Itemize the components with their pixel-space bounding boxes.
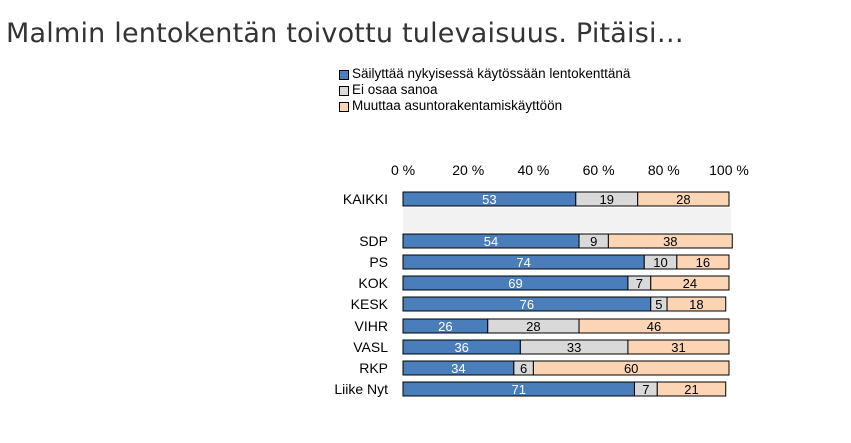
data-label: 34 [451,361,465,376]
data-label: 33 [567,340,581,355]
bar-segment [578,318,730,334]
data-label: 36 [454,340,468,355]
highlight-band [403,208,731,232]
data-label: 60 [624,361,638,376]
data-label: 54 [484,234,498,249]
data-label: 76 [520,297,534,312]
data-label: 6 [520,361,527,376]
data-label: 28 [676,192,690,207]
data-label: 74 [516,255,530,270]
data-label: 5 [655,297,662,312]
data-label: 46 [647,319,661,334]
x-tick-label: 100 % [709,162,749,178]
data-label: 24 [683,276,697,291]
legend-label-housing: Muuttaa asuntorakentamiskäyttöön [352,98,563,113]
data-label: 10 [653,255,667,270]
legend-swatch-keep-airport [339,69,349,80]
bar-segment [607,233,733,249]
x-tick-label: 0 % [391,162,415,178]
chart-title: Malmin lentokentän toivottu tulevaisuus.… [6,18,684,49]
x-tick-label: 40 % [517,162,549,178]
category-label: PS [369,254,388,270]
legend-item-dont-know: Ei osaa sanoa [339,82,630,98]
bar-segment [627,339,730,355]
x-tick-label: 20 % [452,162,484,178]
bar-segment [656,381,727,397]
data-label: 7 [636,276,643,291]
legend-swatch-dont-know [339,85,349,96]
category-label: KAIKKI [343,191,388,207]
data-label: 26 [438,319,452,334]
legend-label-keep-airport: Säilyttää nykyisessä käytössään lentoken… [352,66,631,81]
category-label: RKP [359,360,388,376]
data-label: 16 [696,255,710,270]
bar-segment [676,254,730,270]
data-label: 28 [526,319,540,334]
category-label: SDP [359,233,388,249]
data-label: 9 [590,234,597,249]
bar-segment [532,360,730,376]
data-label: 21 [684,382,698,397]
legend-item-housing: Muuttaa asuntorakentamiskäyttöön [339,98,630,114]
category-label: VIHR [355,318,388,334]
data-label: 71 [511,382,525,397]
bar-segment [637,191,730,207]
legend-swatch-housing [339,101,349,112]
data-label: 19 [600,192,614,207]
legend-label-dont-know: Ei osaa sanoa [352,82,438,97]
data-label: 7 [642,382,649,397]
legend-item-keep-airport: Säilyttää nykyisessä käytössään lentoken… [339,66,630,82]
bar-segment [666,296,727,312]
x-tick-label: 80 % [648,162,680,178]
data-label: 53 [482,192,496,207]
category-label: KOK [358,275,388,291]
category-label: KESK [351,296,389,312]
data-label: 18 [689,297,703,312]
bar-segment [650,275,730,291]
data-label: 38 [663,234,677,249]
data-label: 31 [671,340,685,355]
chart-legend: Säilyttää nykyisessä käytössään lentoken… [339,66,630,114]
category-label: VASL [353,339,388,355]
data-label: 69 [508,276,522,291]
x-tick-label: 60 % [583,162,615,178]
category-label: Liike Nyt [334,381,388,397]
